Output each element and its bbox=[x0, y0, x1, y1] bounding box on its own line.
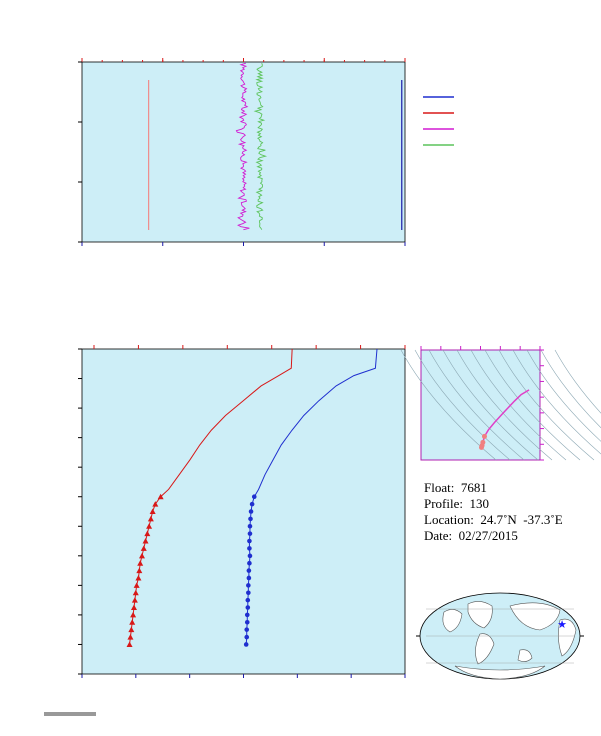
temperature-point bbox=[140, 545, 147, 551]
salinity-point bbox=[247, 546, 252, 551]
salinity-point bbox=[243, 642, 249, 647]
profile-label: Profile: bbox=[424, 496, 463, 511]
temperature-point bbox=[133, 582, 140, 588]
temperature-point bbox=[129, 619, 136, 625]
footer-credit-mark bbox=[44, 712, 96, 716]
float-location-star: ★ bbox=[557, 619, 567, 631]
temperature-point bbox=[142, 538, 149, 544]
density-contour bbox=[414, 349, 511, 461]
temperature-point bbox=[157, 493, 164, 500]
temperature-point bbox=[146, 523, 153, 529]
location-label: Location: bbox=[424, 512, 474, 527]
temperature-point bbox=[137, 560, 144, 566]
salinity-point bbox=[245, 605, 251, 610]
temperature-point bbox=[127, 634, 134, 640]
salinity-point bbox=[244, 634, 250, 640]
density-contour bbox=[428, 349, 525, 461]
temperature-point bbox=[136, 567, 143, 574]
salinity-point bbox=[244, 612, 250, 618]
salinity-point bbox=[249, 501, 255, 507]
float-label: Float: bbox=[424, 480, 455, 495]
map-landmass bbox=[558, 618, 577, 657]
map-landmass bbox=[517, 649, 533, 662]
temperature-point bbox=[135, 574, 142, 581]
plot-area-top bbox=[81, 61, 406, 243]
plot-area-bottom bbox=[81, 348, 406, 675]
salinity-point bbox=[248, 509, 254, 514]
temperature-point bbox=[147, 515, 154, 522]
map-landmass bbox=[467, 601, 493, 629]
salinity-point bbox=[246, 583, 251, 588]
sts-temperature-line bbox=[253, 63, 268, 230]
salinity-point bbox=[251, 494, 257, 500]
salinity-point bbox=[247, 523, 253, 529]
salinity-point bbox=[244, 627, 250, 632]
map-landmass bbox=[454, 665, 546, 680]
temperature-point bbox=[126, 641, 133, 647]
density-contour bbox=[456, 349, 553, 461]
density-contour bbox=[512, 349, 601, 455]
sts-salinity-line bbox=[235, 62, 250, 231]
temperature-point bbox=[132, 589, 139, 596]
bottom-panel bbox=[44, 345, 406, 716]
temperature-point bbox=[130, 611, 137, 618]
date-label: Date: bbox=[424, 528, 453, 543]
density-contour bbox=[554, 349, 601, 414]
temperature-point bbox=[131, 597, 138, 603]
map-landmass bbox=[509, 602, 561, 631]
temperature-point bbox=[128, 626, 135, 633]
temperature-point bbox=[149, 508, 156, 514]
salinity-point bbox=[244, 619, 250, 625]
salinity-point bbox=[247, 553, 253, 559]
salinity-point bbox=[248, 516, 253, 522]
temperature-point bbox=[144, 530, 151, 537]
salinity-point bbox=[246, 568, 252, 573]
ts-deep-point bbox=[480, 439, 486, 445]
temperature-point bbox=[138, 552, 145, 559]
float-info: Float: 7681 Profile: 130 Location: 24.7˚… bbox=[424, 480, 563, 544]
location-value: 24.7˚N -37.3˚E bbox=[480, 512, 563, 527]
salinity-point bbox=[247, 531, 253, 536]
density-contour bbox=[540, 349, 601, 429]
map-landmass bbox=[442, 609, 463, 633]
density-contour bbox=[442, 349, 539, 461]
legend bbox=[423, 96, 454, 146]
profile-number: 130 bbox=[469, 496, 490, 511]
map-landmass bbox=[475, 633, 495, 665]
density-contour bbox=[526, 349, 601, 442]
salinity-point bbox=[246, 575, 252, 581]
salinity-point bbox=[247, 538, 252, 544]
temperature-point bbox=[152, 501, 159, 507]
salinity-point bbox=[245, 597, 251, 603]
ts-deep-point bbox=[481, 433, 487, 439]
temperature-point bbox=[130, 604, 137, 611]
density-contour bbox=[498, 349, 595, 461]
salinity-point bbox=[247, 560, 252, 566]
ts-diagram bbox=[400, 346, 601, 461]
density-contour bbox=[484, 349, 581, 461]
world-map-inset: ★ bbox=[416, 592, 584, 680]
top-panel bbox=[78, 58, 406, 246]
date-value: 02/27/2015 bbox=[458, 528, 518, 543]
salinity-point bbox=[246, 590, 251, 596]
float-number: 7681 bbox=[460, 480, 487, 495]
